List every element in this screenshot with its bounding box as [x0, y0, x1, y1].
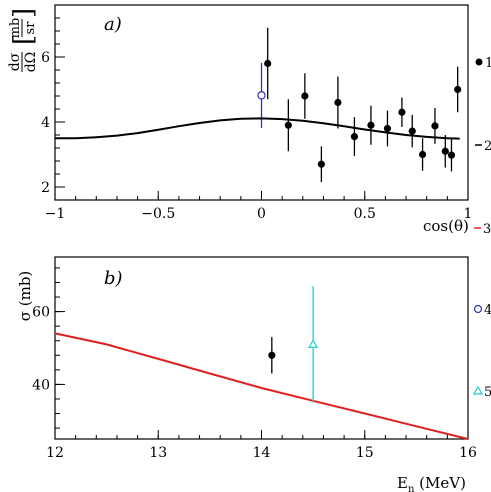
data-point-a-0: [334, 98, 342, 107]
panel-b-ylabel: σ (mb): [16, 271, 34, 322]
x-tick-label-a: 0.5: [354, 206, 376, 222]
panel-b-label: b): [104, 268, 123, 289]
legend-marker-4: [473, 304, 483, 314]
data-point-a-0: [398, 108, 406, 116]
series-line-b-0: [54, 332, 469, 440]
x-tick-label-a: −1: [45, 206, 66, 222]
ylabel-a-den: dΩ: [23, 52, 39, 73]
legend-marker-5: [472, 385, 484, 395]
xlabel-b-unit: (MeV): [414, 474, 466, 492]
legend-marker-1: [475, 58, 483, 66]
data-point-b-3: [308, 339, 319, 348]
data-point-a-1: [257, 91, 266, 100]
data-point-a-0: [350, 133, 359, 141]
data-point-a-0: [447, 151, 456, 159]
data-point-a-0: [284, 121, 292, 129]
x-tick-label-b: 16: [459, 445, 477, 461]
y-tick-label-b: 60: [32, 305, 50, 321]
legend-label-2: 2: [484, 139, 491, 154]
panel-b-ticks: 12 13 14 15 16 40 60: [32, 267, 477, 461]
x-tick-label-b: 13: [149, 445, 167, 461]
panel-a-label: a): [104, 14, 122, 35]
legend-b: 4 5: [472, 303, 491, 400]
legend-a: 1 2 3: [474, 56, 491, 237]
ylabel-a-num: dσ: [7, 52, 23, 71]
xlabel-b-sub: n: [408, 484, 415, 492]
data-point-a-0: [454, 85, 462, 94]
panel-b-xlabel: En (MeV): [397, 474, 466, 492]
x-tick-label-a: −0.5: [141, 206, 175, 222]
data-point-a-0: [264, 59, 272, 68]
panel-a: a) dσ dΩ [ mb sr ] cos(θ) −1 −0.5 0 0.5 1 2 4 6…: [7, 4, 491, 237]
panel-a-xlabel: cos(θ): [423, 217, 469, 235]
panel-a-ylabel: dσ dΩ [ mb sr ]: [7, 8, 39, 72]
legend-label-3: 3: [483, 222, 491, 237]
legend-label-1: 1: [485, 56, 491, 71]
data-point-a-0: [367, 121, 375, 129]
data-point-a-0: [431, 122, 439, 130]
ylabel-a-unit-den: sr: [23, 21, 38, 35]
data-point-a-0: [408, 127, 416, 135]
data-point-a-0: [301, 92, 309, 100]
y-tick-label-a: 6: [41, 50, 50, 66]
x-tick-label-b: 15: [356, 445, 374, 461]
data-point-a-0: [441, 147, 449, 155]
x-tick-label-a: 1: [464, 206, 473, 222]
data-point-a-0: [317, 160, 325, 168]
legend-label-5: 5: [484, 385, 491, 400]
ylabel-a-bracket-right: ]: [9, 8, 39, 18]
data-point-a-0: [418, 150, 427, 159]
data-point-b-1: [268, 351, 276, 359]
panel-b-marks: [54, 286, 469, 440]
data-point-a-0: [383, 124, 392, 133]
x-tick-label-b: 12: [46, 445, 64, 461]
panel-a-ticks: −1 −0.5 0 0.5 1 2 4 6: [41, 4, 473, 222]
series-line-a-2: [55, 117, 460, 140]
x-tick-label-a: 0: [257, 206, 266, 222]
xlabel-b-main: E: [397, 474, 408, 492]
y-tick-label-b: 40: [32, 377, 50, 393]
y-tick-label-a: 2: [41, 180, 50, 196]
panel-b: b) σ (mb) En (MeV) 12 13 14 15 16 40 60 4 5: [16, 256, 491, 492]
y-tick-label-a: 4: [41, 115, 50, 131]
legend-label-4: 4: [484, 303, 491, 318]
x-tick-label-b: 14: [253, 445, 271, 461]
ylabel-a-unit-num: mb: [8, 18, 23, 39]
panel-a-marks: [55, 27, 462, 183]
ylabel-a-bracket-left: [: [9, 35, 39, 45]
